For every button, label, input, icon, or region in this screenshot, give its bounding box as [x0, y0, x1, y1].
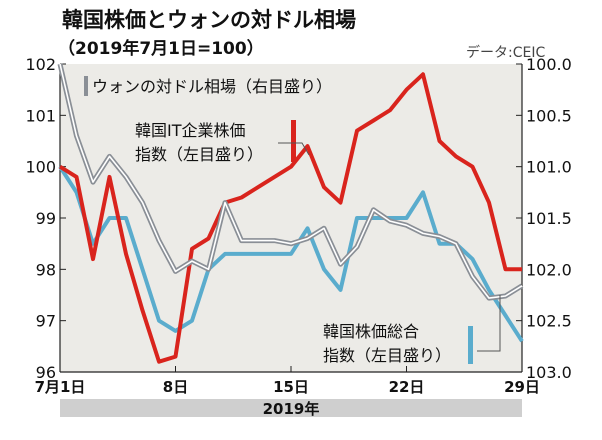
legend-won-label: ウォンの対ドル相場（右目盛り）: [92, 77, 332, 96]
legend-kospi-key: [468, 326, 473, 364]
right-tick-label: 100.5: [526, 106, 572, 125]
legend-kospi-leader: [477, 295, 501, 352]
left-tick-label: 98: [36, 260, 56, 279]
series-kospi-line: [58, 165, 524, 343]
x-tick-label: 8日: [163, 378, 188, 396]
x-band-label: 2019年: [263, 400, 320, 418]
series-it-line: [58, 72, 522, 364]
x-tick-label: 22日: [389, 378, 425, 396]
left-tick-label: 97: [36, 312, 56, 331]
right-tick-label: 103.0: [526, 363, 572, 382]
x-tick-label: 7月1日: [35, 378, 86, 396]
chart-subtitle: （2019年7月1日=100）: [58, 39, 264, 59]
legend-it-label-line1: 韓国IT企業株価: [135, 121, 246, 140]
data-source: データ:CEIC: [466, 45, 546, 61]
left-tick-label: 99: [36, 209, 56, 228]
legend-kospi-label-line1: 韓国株価総合: [323, 322, 419, 341]
legend-it-key: [291, 120, 296, 162]
x-tick-label: 29日: [504, 378, 540, 396]
series-won-line-inner: [59, 63, 523, 299]
legend-kospi-label-line2: 指数（左目盛り）: [323, 346, 451, 365]
right-tick-label: 101.0: [526, 158, 572, 177]
legend-won-key: [84, 76, 88, 96]
x-band: [60, 399, 522, 417]
legend-it-label-line2: 指数（左目盛り）: [135, 145, 263, 164]
left-tick-label: 96: [36, 363, 56, 382]
right-tick-label: 100.0: [526, 55, 572, 74]
right-tick-label: 102.0: [526, 260, 572, 279]
left-tick-label: 101: [25, 106, 56, 125]
left-tick-label: 102: [25, 55, 56, 74]
legend-it-leader: [278, 142, 310, 156]
chart-title: 韓国株価とウォンの対ドル相場: [62, 8, 356, 32]
x-tick-label: 15日: [273, 378, 309, 396]
plot-area: [60, 64, 522, 372]
right-tick-label: 102.5: [526, 312, 572, 331]
right-tick-label: 101.5: [526, 209, 572, 228]
left-tick-label: 100: [25, 158, 56, 177]
